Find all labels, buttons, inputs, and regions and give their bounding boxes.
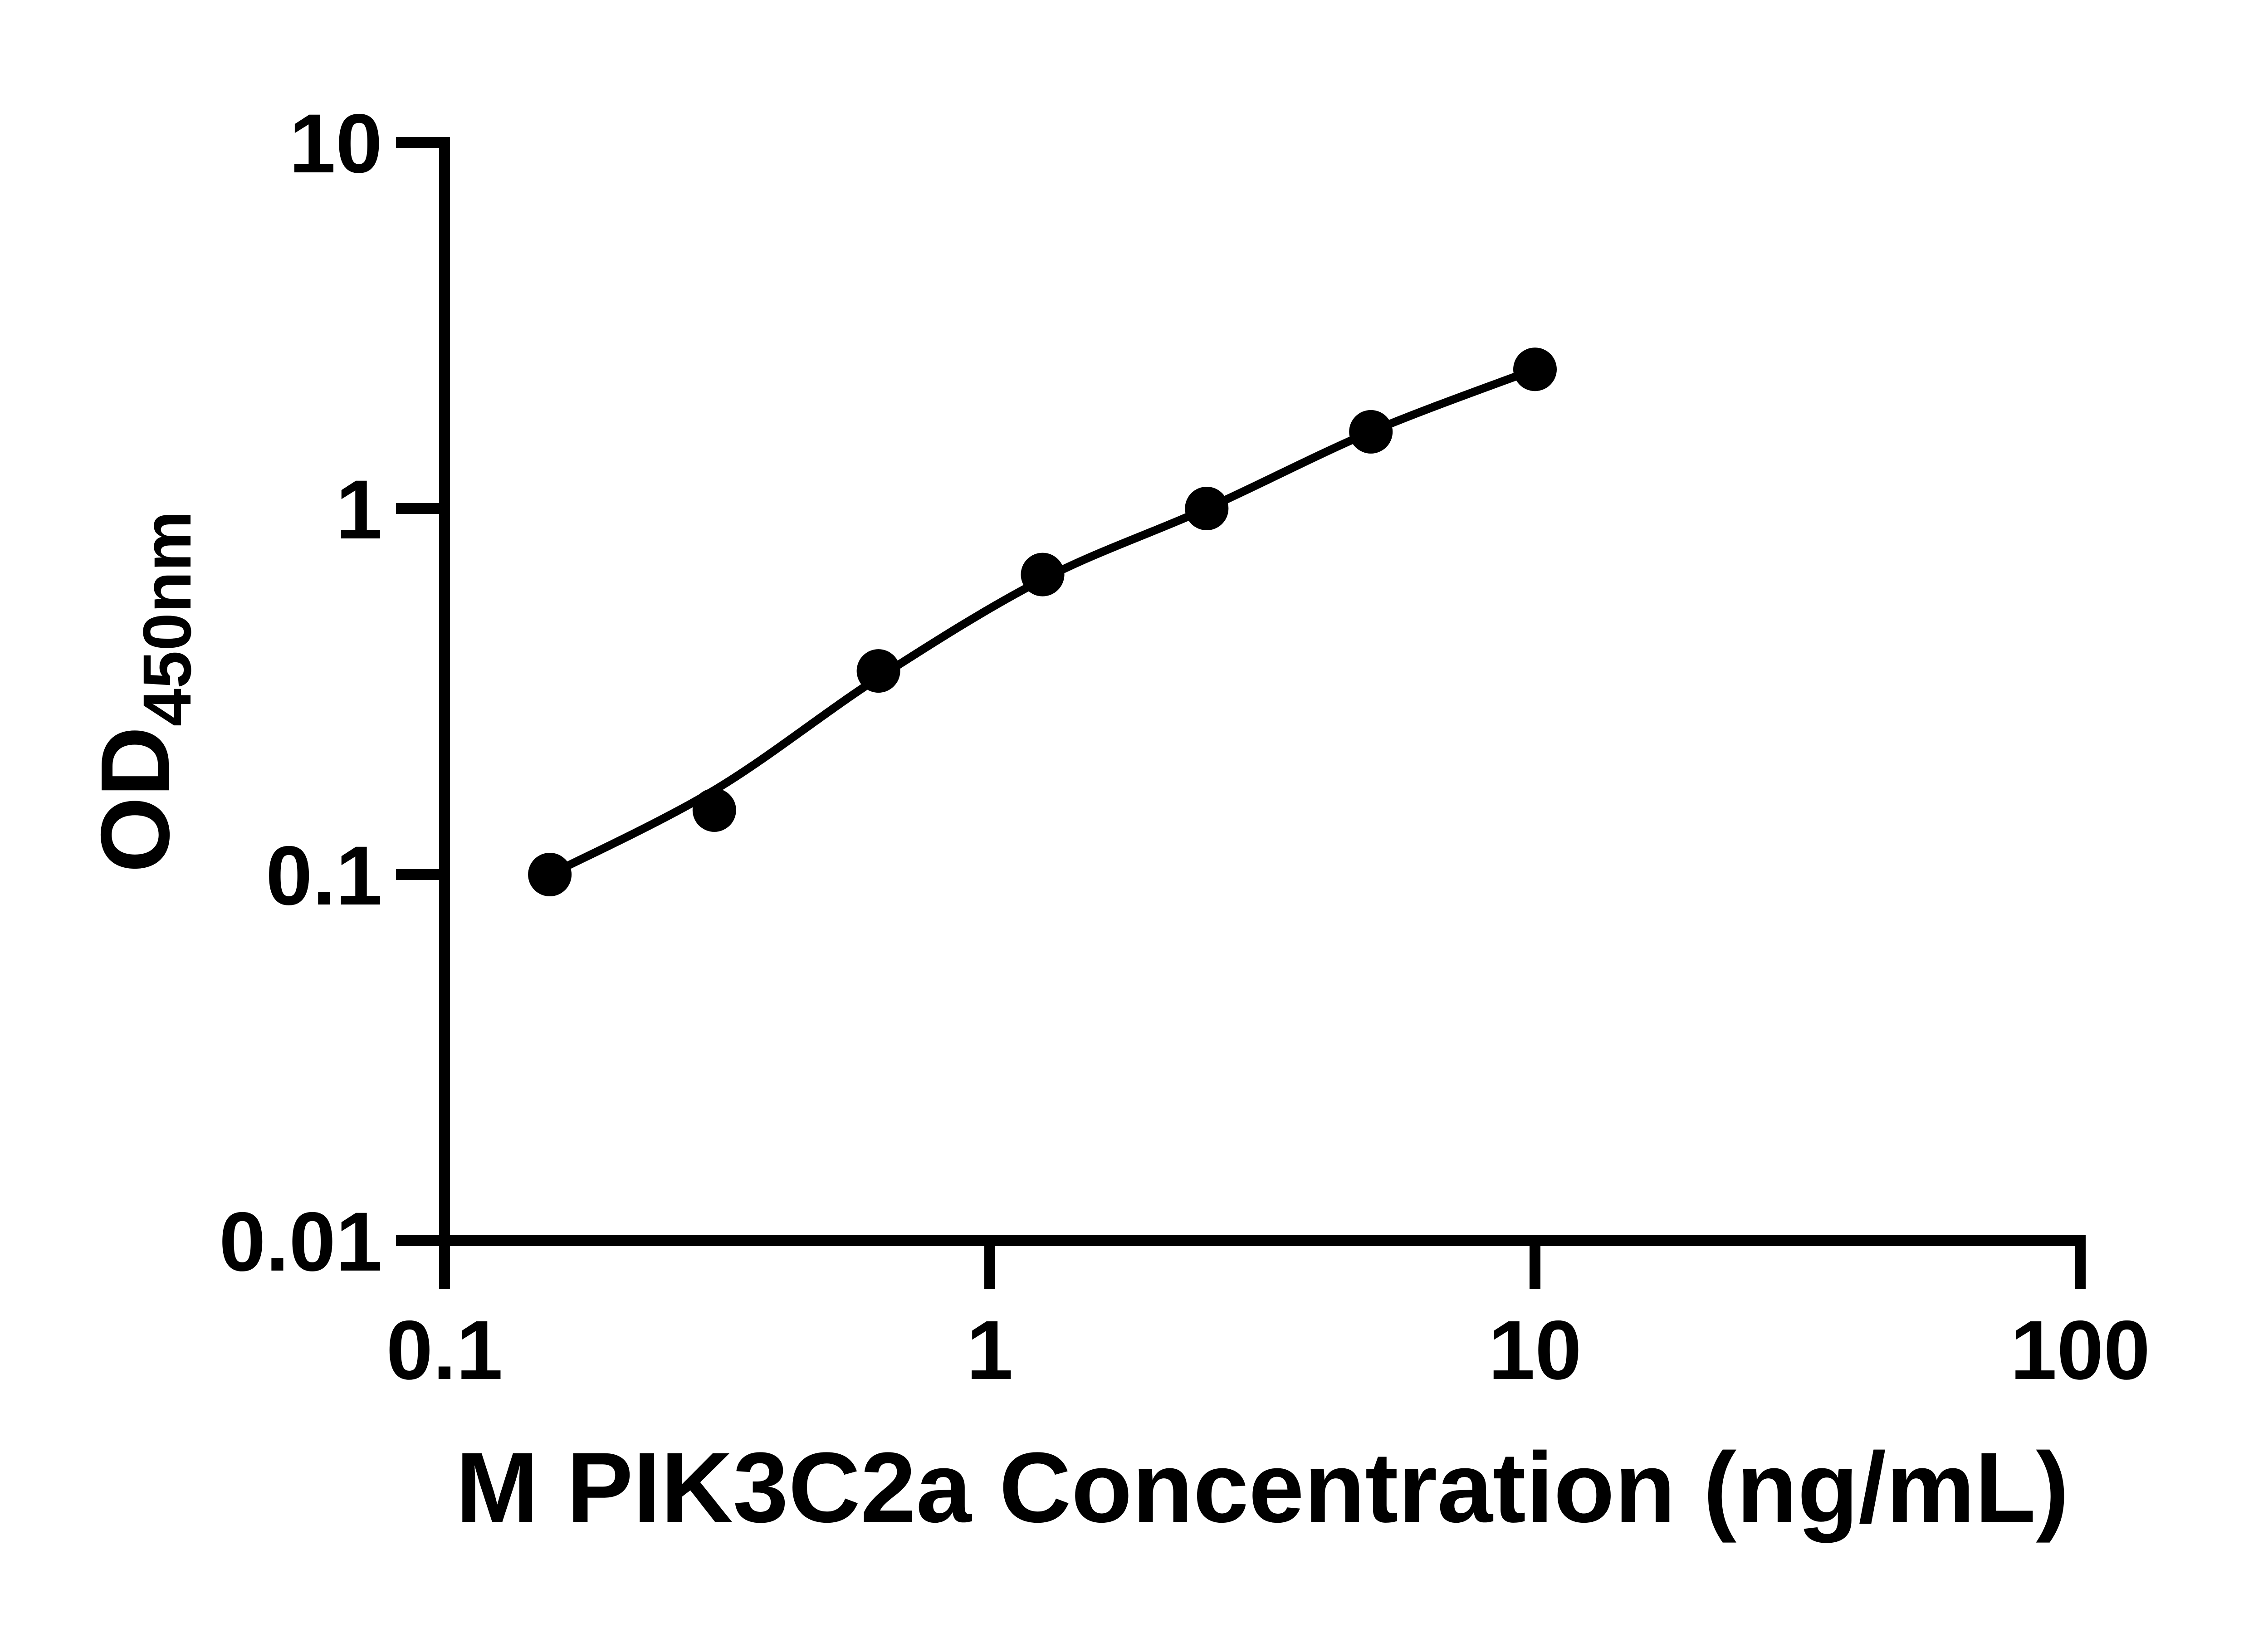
x-tick-label-100: 100 <box>2010 1304 2151 1397</box>
data-point-4 <box>1021 552 1065 596</box>
data-point-7 <box>1513 347 1557 391</box>
data-point-2 <box>692 788 736 832</box>
x-axis-title: M PIK3C2a Concentration (ng/mL) <box>456 1432 2069 1543</box>
data-point-3 <box>856 649 900 693</box>
axis-ticks <box>396 137 2086 1289</box>
axes <box>396 137 2086 1289</box>
data-point-5 <box>1185 487 1229 530</box>
y-tick-label-0.1: 0.1 <box>266 829 382 923</box>
x-tick-label-0.1: 0.1 <box>386 1304 503 1397</box>
x-tick-label-1: 1 <box>967 1304 1013 1397</box>
y-axis-title-main: OD <box>80 726 190 873</box>
x-tick-label-10: 10 <box>1488 1304 1582 1397</box>
data-point-6 <box>1349 410 1393 454</box>
data-points <box>528 347 1557 896</box>
y-tick-label-10: 10 <box>289 97 382 191</box>
y-tick-label-1: 1 <box>336 463 382 557</box>
y-axis-title: OD450nm <box>80 511 205 873</box>
y-axis-title-subscript: 450nm <box>129 511 205 726</box>
y-tick-label-0.01: 0.01 <box>219 1195 382 1289</box>
data-point-1 <box>528 853 572 896</box>
